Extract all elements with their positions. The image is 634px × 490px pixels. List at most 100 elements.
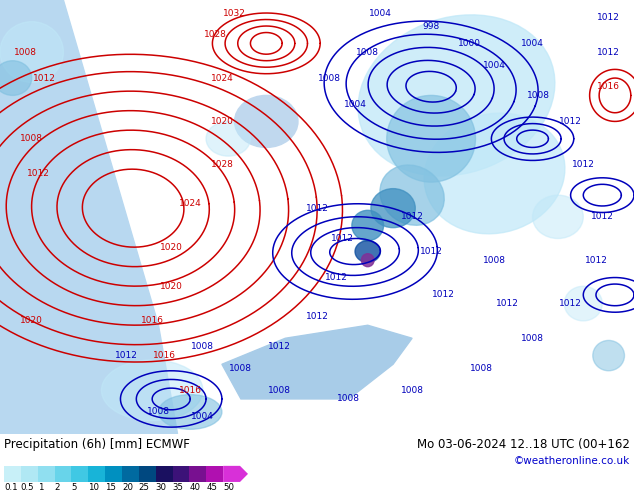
Text: 1: 1 [37,484,43,490]
Polygon shape [156,466,172,482]
Ellipse shape [0,61,32,96]
Text: 1012: 1012 [597,48,620,56]
Text: 1012: 1012 [325,273,347,282]
Text: 1012: 1012 [591,212,614,221]
Ellipse shape [101,360,203,420]
Text: 1008: 1008 [337,394,360,403]
Ellipse shape [533,195,583,239]
Text: 10: 10 [88,484,100,490]
Text: 1020: 1020 [20,317,43,325]
Ellipse shape [424,113,565,234]
Polygon shape [37,466,55,482]
Text: 1024: 1024 [210,74,233,82]
Polygon shape [223,466,248,482]
Text: 1012: 1012 [268,343,290,351]
Text: 1012: 1012 [432,291,455,299]
Text: 1016: 1016 [597,82,620,91]
Text: 5: 5 [72,484,77,490]
Text: 1028: 1028 [204,30,227,39]
Text: 1004: 1004 [521,39,544,48]
Text: 1012: 1012 [306,312,328,321]
Text: 1008: 1008 [268,386,290,395]
Ellipse shape [380,165,444,225]
Text: 1012: 1012 [585,256,607,265]
Text: 1012: 1012 [559,117,582,126]
Text: 1020: 1020 [210,117,233,126]
Text: 1008: 1008 [230,364,252,373]
Text: 40: 40 [190,484,200,490]
Text: 1012: 1012 [331,234,354,243]
Polygon shape [88,466,105,482]
Polygon shape [139,466,156,482]
Ellipse shape [358,15,555,176]
Text: 15: 15 [105,484,116,490]
Text: 30: 30 [156,484,167,490]
Text: Precipitation (6h) [mm] ECMWF: Precipitation (6h) [mm] ECMWF [4,438,190,451]
Text: 1008: 1008 [521,334,544,343]
Text: 1012: 1012 [559,299,582,308]
Text: 1000: 1000 [458,39,481,48]
Text: 1028: 1028 [210,160,233,169]
Text: 1012: 1012 [33,74,56,82]
Text: 1016: 1016 [141,317,164,325]
Text: 1008: 1008 [318,74,341,82]
Ellipse shape [387,96,476,182]
Text: 1008: 1008 [14,48,37,56]
Polygon shape [0,0,178,434]
Text: 1004: 1004 [483,61,506,70]
Text: 20: 20 [122,484,133,490]
Text: 1008: 1008 [191,343,214,351]
Text: 35: 35 [172,484,184,490]
Text: 25: 25 [139,484,150,490]
Polygon shape [21,466,37,482]
Text: 1008: 1008 [147,408,170,416]
Polygon shape [172,466,190,482]
Text: 1004: 1004 [369,8,392,18]
Text: 1020: 1020 [160,282,183,291]
Text: 1012: 1012 [597,13,620,22]
Text: 1008: 1008 [483,256,506,265]
Text: 1008: 1008 [470,364,493,373]
Text: 1032: 1032 [223,8,246,18]
Text: 1004: 1004 [344,99,366,109]
Ellipse shape [564,286,602,321]
Text: 1012: 1012 [496,299,519,308]
Text: 1008: 1008 [356,48,379,56]
Text: 1012: 1012 [420,247,443,256]
Text: 1012: 1012 [401,212,424,221]
Polygon shape [4,466,21,482]
Ellipse shape [235,96,298,147]
Ellipse shape [206,122,250,156]
Ellipse shape [352,210,384,241]
Polygon shape [190,466,206,482]
Polygon shape [55,466,72,482]
Ellipse shape [371,189,415,228]
Text: 1012: 1012 [27,169,49,178]
Ellipse shape [593,341,624,371]
Text: 1016: 1016 [179,386,202,395]
Text: 2: 2 [55,484,60,490]
Text: 0.5: 0.5 [21,484,34,490]
Text: Mo 03-06-2024 12..18 UTC (00+162: Mo 03-06-2024 12..18 UTC (00+162 [417,438,630,451]
Text: 0.1: 0.1 [4,484,18,490]
Polygon shape [72,466,88,482]
Polygon shape [122,466,139,482]
Text: 998: 998 [422,22,440,30]
Polygon shape [105,466,122,482]
Text: 1008: 1008 [20,134,43,143]
Polygon shape [206,466,223,482]
Text: 45: 45 [206,484,217,490]
Ellipse shape [355,241,380,262]
Text: 1008: 1008 [527,91,550,100]
Ellipse shape [158,394,222,429]
Text: 1012: 1012 [115,351,138,360]
Text: 1024: 1024 [179,199,202,208]
Ellipse shape [361,254,374,267]
Text: ©weatheronline.co.uk: ©weatheronline.co.uk [514,456,630,466]
Text: 1020: 1020 [160,243,183,252]
Text: 1004: 1004 [191,412,214,421]
Text: 1008: 1008 [401,386,424,395]
Text: 1016: 1016 [153,351,176,360]
Text: 1012: 1012 [306,204,328,213]
Text: 50: 50 [223,484,234,490]
